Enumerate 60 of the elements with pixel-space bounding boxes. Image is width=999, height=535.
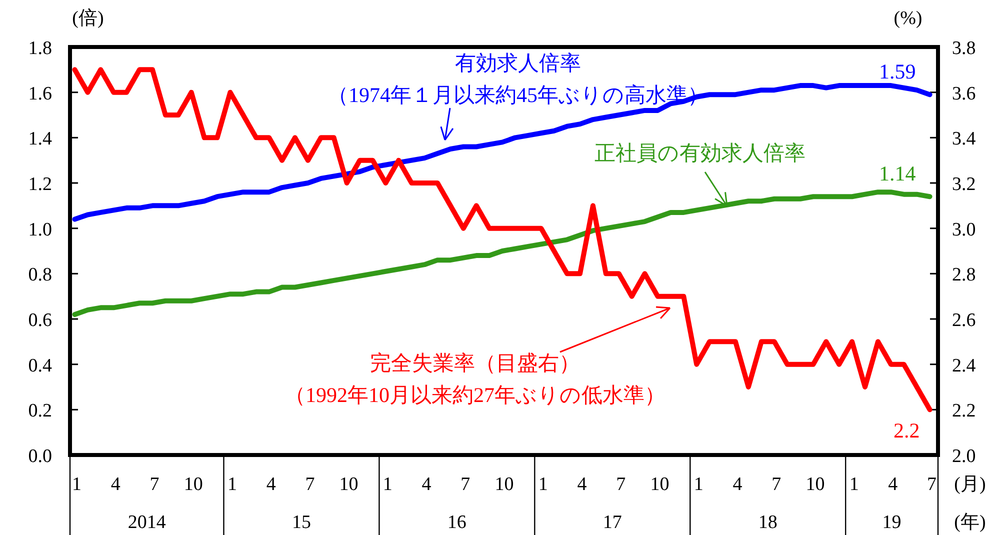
x-tick-label: 10	[494, 474, 514, 495]
x-tick-label: 4	[888, 474, 898, 495]
y2-tick-label: 2.4	[952, 355, 976, 376]
y-tick-label: 0.0	[28, 446, 52, 467]
text: (年)	[954, 512, 986, 533]
y-tick-label: 1.6	[28, 83, 52, 104]
y2-tick-label: 3.0	[952, 219, 976, 240]
x-tick-label: 10	[650, 474, 670, 495]
x-axis-title: (月)	[954, 474, 986, 495]
x-tick-label: 7	[927, 474, 937, 495]
text: 19	[882, 512, 902, 533]
y-tick-label: 0.6	[28, 310, 52, 331]
x-tick-label: 7	[305, 474, 315, 495]
y2-axis-title: (%)	[894, 8, 922, 29]
y-tick-label: 1.8	[28, 38, 52, 59]
x-tick-label: 1	[382, 474, 392, 495]
text: 2014	[128, 512, 166, 533]
y2-tick-label: 2.6	[952, 310, 976, 331]
text: 16	[447, 512, 466, 533]
text: 17	[602, 512, 622, 533]
x-tick-label: 4	[577, 474, 588, 495]
y-axis-title: (倍)	[72, 8, 104, 29]
x-tick-label: 1	[538, 474, 548, 495]
y-tick-label: 0.8	[28, 264, 52, 286]
text: 完全失業率（目盛右）	[370, 351, 580, 375]
y-tick-label: 1.2	[28, 174, 52, 195]
y2-tick-label: 2.0	[952, 446, 976, 467]
y-tick-label: 0.2	[28, 400, 52, 422]
data-label: 1.14	[879, 162, 916, 186]
y-tick-label: 1.4	[28, 128, 52, 150]
x-tick-label: 7	[150, 474, 160, 495]
x-tick-label: 4	[266, 474, 276, 495]
x-tick-label: 10	[184, 474, 203, 495]
x-tick-label: 4	[110, 474, 121, 495]
x-tick-label: 7	[616, 474, 626, 495]
text: 18	[758, 512, 778, 533]
x-tick-label: 7	[772, 474, 782, 495]
x-tick-label: 1	[694, 474, 704, 495]
y2-tick-label: 3.4	[952, 128, 976, 150]
series-label: 正社員の有効求人倍率	[594, 141, 806, 165]
data-label: 1.59	[879, 60, 916, 84]
y2-tick-label: 2.2	[952, 400, 976, 422]
text: 有効求人倍率	[455, 51, 581, 75]
data-label: 2.2	[894, 418, 920, 443]
x-tick-label: 1	[72, 474, 82, 495]
y2-tick-label: 2.8	[952, 264, 976, 286]
text: 15	[292, 512, 311, 533]
y2-tick-label: 3.2	[952, 174, 976, 195]
annotation: （1992年10月以来約27年ぶりの低水準）	[284, 383, 666, 407]
x-tick-label: 1	[849, 474, 859, 495]
y2-tick-label: 3.6	[952, 83, 976, 104]
x-tick-label: 10	[339, 474, 358, 495]
x-tick-label: 10	[806, 474, 825, 495]
x-tick-label: 4	[732, 474, 743, 495]
y-tick-label: 1.0	[28, 219, 52, 240]
y2-tick-label: 3.8	[952, 38, 976, 59]
x-tick-label: 4	[422, 474, 432, 495]
y-tick-label: 0.4	[28, 355, 52, 376]
x-tick-label: 7	[460, 474, 470, 495]
x-tick-label: 1	[227, 474, 237, 495]
